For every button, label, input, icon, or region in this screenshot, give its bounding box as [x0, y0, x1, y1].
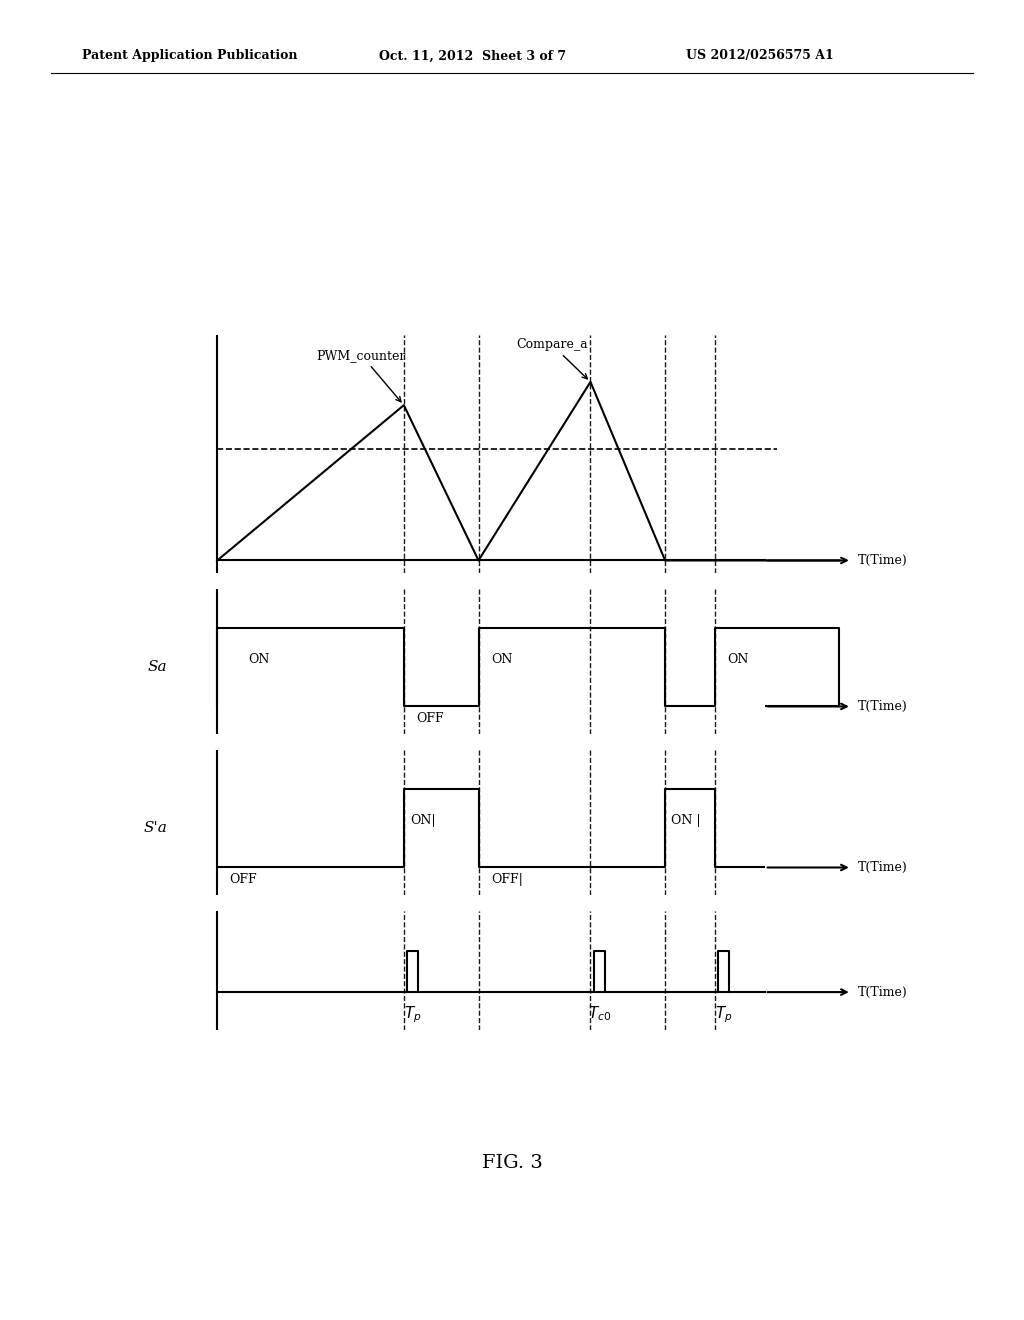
Text: Compare_a: Compare_a — [516, 338, 588, 379]
Text: ON |: ON | — [672, 814, 701, 828]
Text: Oct. 11, 2012  Sheet 3 of 7: Oct. 11, 2012 Sheet 3 of 7 — [379, 49, 566, 62]
Text: OFF: OFF — [229, 874, 257, 886]
Text: FIG. 3: FIG. 3 — [481, 1154, 543, 1172]
Text: T(Time): T(Time) — [858, 700, 907, 713]
Text: S'a: S'a — [143, 821, 168, 836]
Text: T(Time): T(Time) — [858, 861, 907, 874]
Text: $T_p$: $T_p$ — [403, 1005, 421, 1026]
Text: ON: ON — [727, 653, 749, 667]
Text: ON|: ON| — [410, 814, 435, 828]
Text: ON: ON — [490, 653, 512, 667]
Text: $T_{c0}$: $T_{c0}$ — [588, 1005, 611, 1023]
Text: $T_p$: $T_p$ — [715, 1005, 732, 1026]
Text: Patent Application Publication: Patent Application Publication — [82, 49, 297, 62]
Text: PWM_counter: PWM_counter — [316, 348, 407, 401]
Text: OFF: OFF — [417, 713, 444, 725]
Text: ON: ON — [249, 653, 269, 667]
Text: T(Time): T(Time) — [858, 554, 907, 568]
Text: Sa: Sa — [147, 660, 168, 675]
Text: OFF|: OFF| — [490, 874, 523, 886]
Text: T(Time): T(Time) — [858, 986, 907, 999]
Text: US 2012/0256575 A1: US 2012/0256575 A1 — [686, 49, 834, 62]
